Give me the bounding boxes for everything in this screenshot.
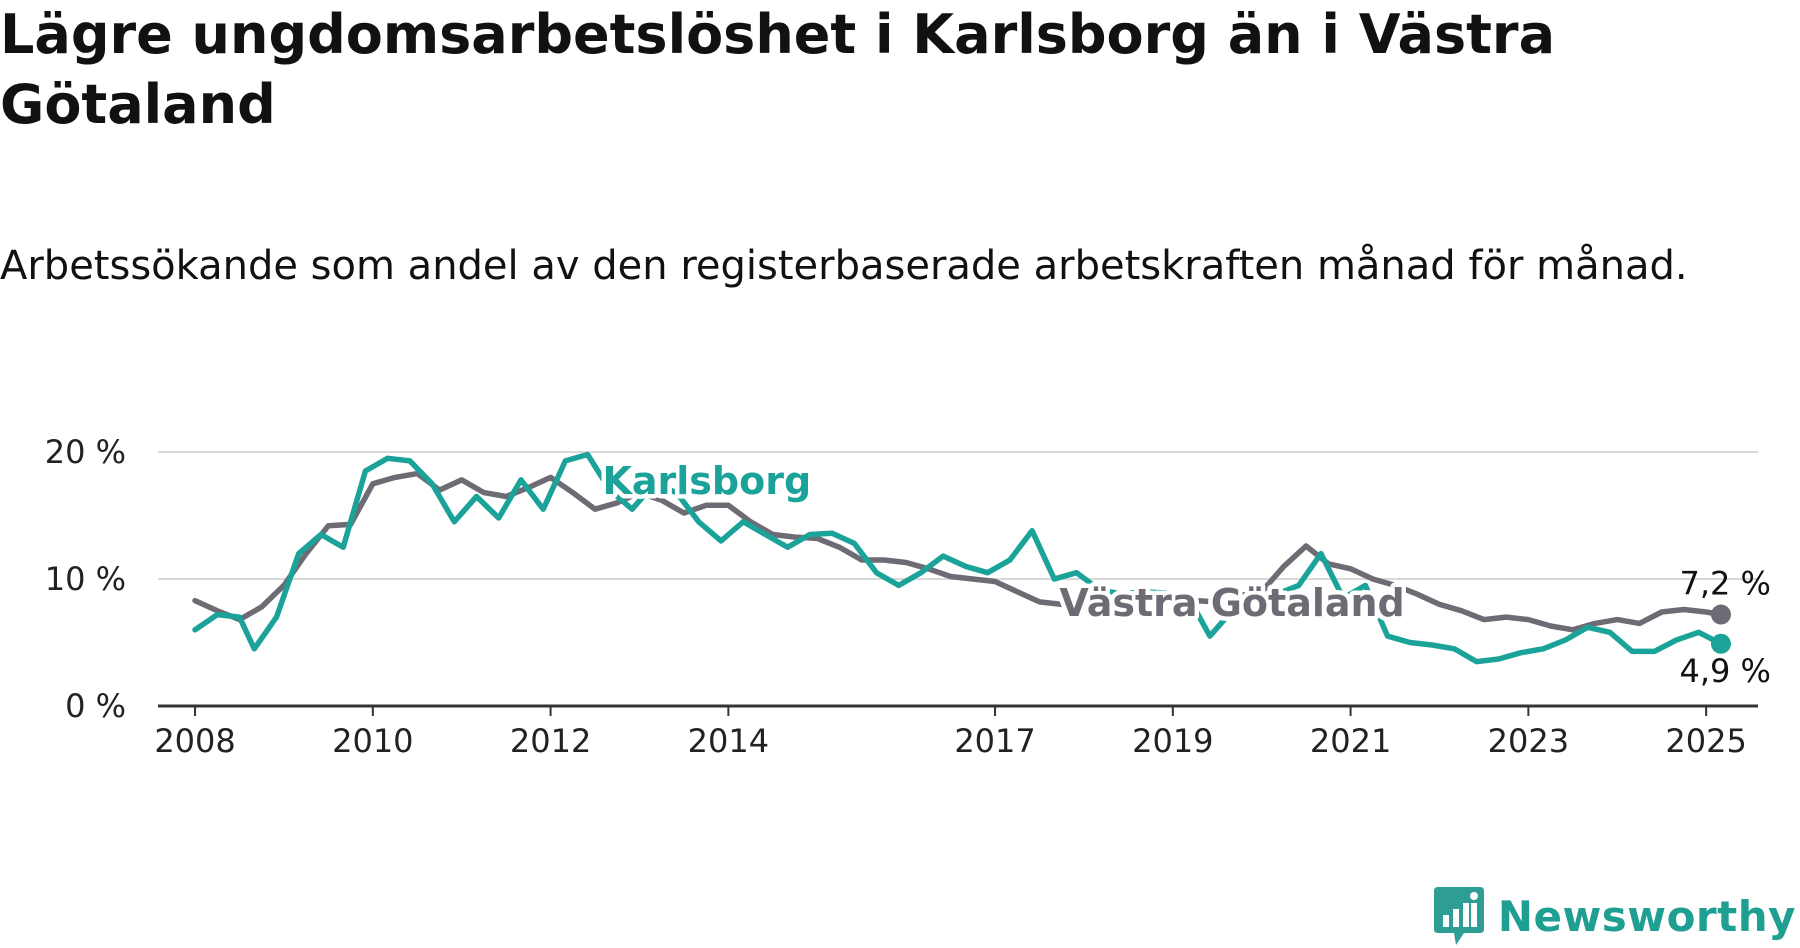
series-label-karlsborg: Karlsborg [602,459,811,503]
y-axis-ticks: 0 % 10 % 20 % [45,433,126,725]
x-tick-label: 2025 [1665,722,1746,760]
newsworthy-logo-icon [1433,887,1484,945]
end-point-vastra-gotaland [1710,604,1731,625]
x-tick-label: 2014 [688,722,769,760]
series-lines [192,451,1731,665]
x-tick-label: 2017 [954,722,1035,760]
line-chart: 0 % 10 % 20 % 2008 2010 2012 2014 2017 2019 2021… [45,433,1771,760]
series-line-karlsborg [192,451,1724,665]
end-point-karlsborg [1710,633,1731,654]
x-tick-label: 2012 [510,722,591,760]
series-labels: Karlsborg Västra Götaland 7,2 % 4,9 % [598,455,1771,690]
end-value-label-vastra-gotaland: 7,2 % [1679,565,1770,603]
x-tick-label: 2021 [1310,722,1391,760]
end-value-label-karlsborg: 4,9 % [1679,652,1770,690]
series-line-vastra-gotaland [192,470,1724,633]
x-tick-label: 2019 [1132,722,1213,760]
brand-name: Newsworthy [1497,891,1796,941]
chart-subtitle: Arbetssökande som andel av den registerb… [0,243,1688,289]
series-label-vastra-gotaland: Västra Götaland [1059,581,1404,625]
x-tick-label: 2008 [154,722,235,760]
y-tick-label: 20 % [45,433,126,471]
x-tick-label: 2010 [332,722,413,760]
x-tick-label: 2023 [1488,722,1569,760]
chart-title: Lägre ungdomsarbetslöshet i Karlsborg än… [0,3,1556,136]
x-axis-ticks: 2008 2010 2012 2014 2017 2019 2021 2023 2025 [154,706,1747,760]
y-tick-label: 10 % [45,560,126,598]
newsworthy-brand: Newsworthy [1433,884,1796,948]
y-tick-label: 0 % [65,687,126,725]
